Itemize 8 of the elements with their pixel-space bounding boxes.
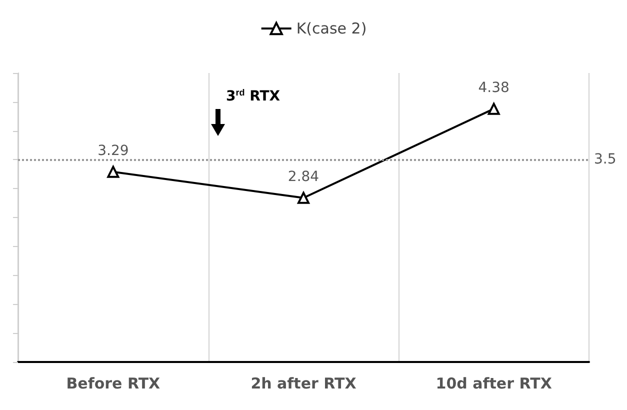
x-tick-label: Before RTX [66, 374, 161, 392]
ref-line-label: 3.5 [594, 152, 616, 168]
legend-label: K(case 2) [296, 20, 367, 38]
x-tick-label: 2h after RTX [250, 374, 357, 392]
data-label: 4.38 [478, 80, 510, 96]
data-label: 3.29 [98, 142, 129, 159]
x-tick-label: 10d after RTX [436, 374, 552, 392]
data-label: 2.84 [288, 168, 320, 185]
